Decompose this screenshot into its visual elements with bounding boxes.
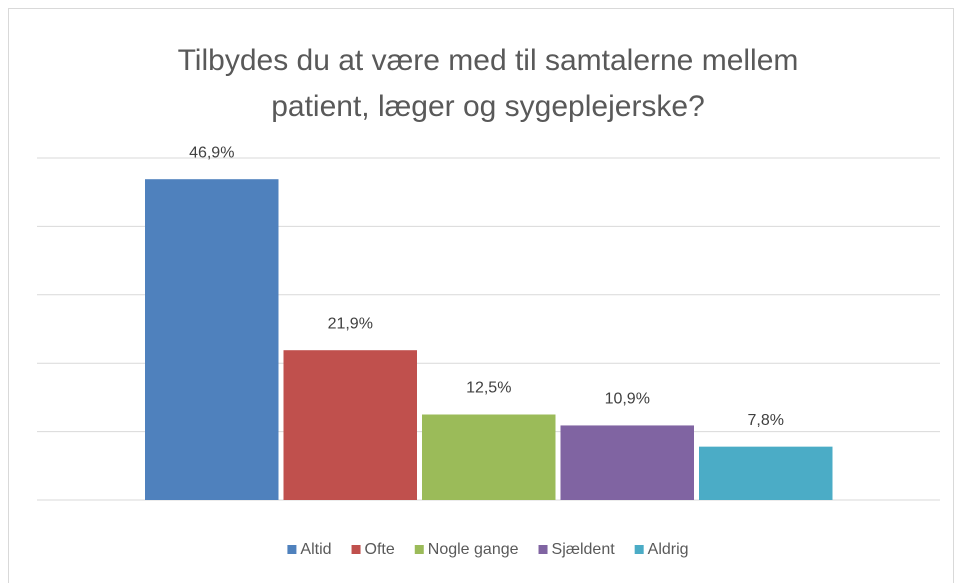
data-label: 46,9%: [189, 144, 234, 161]
chart-title: patient, læger og sygeplejerske?: [271, 90, 705, 123]
legend-swatch: [414, 545, 424, 554]
bar: [283, 350, 417, 500]
legend-label: Aldrig: [648, 541, 689, 558]
legend-label: Sjældent: [552, 541, 616, 558]
bar: [560, 425, 694, 500]
data-label: 7,8%: [748, 412, 784, 429]
bar: [145, 179, 279, 501]
data-label: 10,9%: [605, 391, 650, 408]
chart-title: Tilbydes du at være med til samtalerne m…: [178, 44, 799, 77]
legend-swatch: [538, 545, 548, 554]
data-label: 21,9%: [328, 315, 373, 332]
legend-label: Nogle gange: [428, 541, 519, 558]
bar: [422, 414, 556, 500]
legend-label: Altid: [300, 541, 331, 558]
legend-swatch: [287, 545, 297, 554]
data-label: 12,5%: [466, 380, 511, 397]
bar: [699, 446, 833, 500]
legend-label: Ofte: [365, 541, 395, 558]
legend-swatch: [634, 545, 644, 554]
legend-swatch: [351, 545, 361, 554]
